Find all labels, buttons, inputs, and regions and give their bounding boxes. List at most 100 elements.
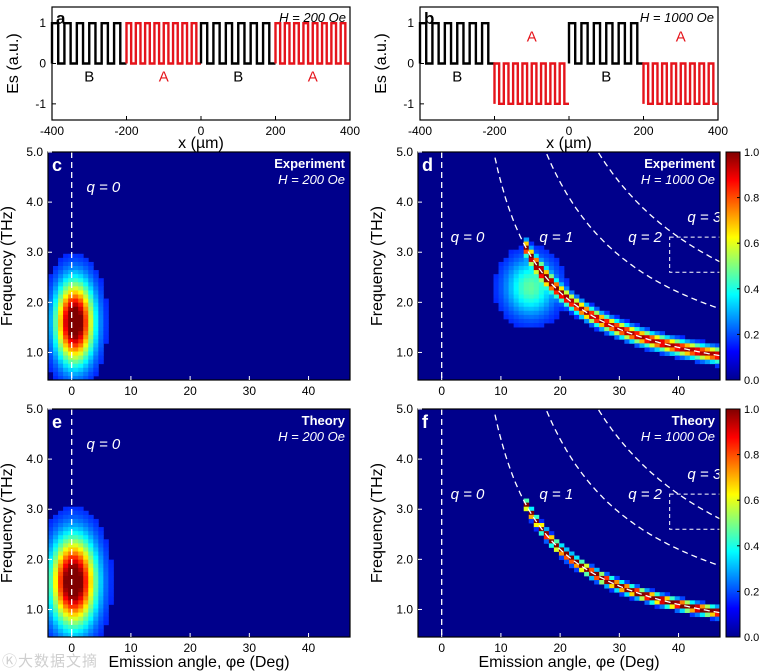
heatmap-cell — [528, 310, 535, 316]
heatmap-cell — [73, 604, 79, 609]
heatmap-cell — [548, 290, 555, 295]
heatmap-cell — [78, 604, 84, 609]
heatmap-cell — [83, 567, 89, 573]
heatmap-cell — [93, 559, 99, 565]
heatmap-cell — [78, 527, 84, 532]
heatmap-cell — [58, 318, 64, 324]
heatmap-cell — [93, 363, 99, 369]
heatmap-cell — [694, 608, 701, 613]
heatmap-cell — [584, 306, 590, 312]
heatmap-cell — [538, 318, 545, 324]
panel-c: q = 0 0 10 20 30 40 1.0 2.0 3.0 4.0 5.0 c Experiment… — [0, 145, 351, 398]
heatmap-cell — [48, 339, 54, 344]
heatmap-cell — [513, 274, 520, 279]
heatmap-cell — [63, 261, 69, 267]
heatmap-cell — [93, 535, 99, 540]
heatmap-cell — [679, 596, 686, 601]
heatmap-cell — [88, 331, 94, 336]
heatmap-cell — [88, 531, 94, 536]
heatmap-cell — [594, 575, 600, 581]
heatmap-cell — [493, 294, 499, 299]
heatmap-cell — [73, 612, 79, 618]
segment-label-a: A — [159, 69, 169, 86]
heatmap-cell — [634, 584, 640, 589]
heatmap-cell — [88, 543, 94, 548]
heatmap-cell — [103, 620, 109, 626]
heatmap-cell — [93, 551, 99, 556]
heatmap-cell — [649, 335, 655, 340]
heatmap-cell — [558, 294, 565, 299]
heatmap-cell — [709, 359, 716, 365]
heatmap-cell — [548, 531, 555, 536]
heatmap-cell — [548, 253, 555, 259]
heatmap-cell — [48, 535, 54, 540]
heatmap-cell — [73, 282, 79, 287]
heatmap-cell — [518, 294, 525, 299]
heatmap-cell — [73, 359, 79, 365]
heatmap-cell — [78, 608, 84, 613]
signal-segment-3 — [199, 21, 276, 65]
heatmap-cell — [93, 286, 99, 291]
heatmap-cell — [533, 306, 540, 312]
heatmap-cell — [83, 339, 89, 344]
heatmap-cell — [694, 600, 701, 605]
heatmap-cell — [73, 510, 79, 516]
heatmap-cell — [68, 359, 74, 365]
heatmap-cell — [63, 632, 69, 638]
heatmap-cell — [563, 282, 570, 287]
heatmap-cell — [679, 355, 686, 361]
heatmap-cell — [68, 270, 74, 275]
heatmap-cell — [78, 363, 84, 369]
heatmap-cell — [88, 294, 94, 299]
heatmap-cell — [548, 261, 555, 267]
heatmap-cell — [503, 290, 509, 295]
heatmap-cell — [48, 298, 54, 304]
heatmap-cell — [543, 282, 550, 287]
heatmap-cell — [518, 310, 525, 316]
heatmap-cell — [533, 266, 540, 271]
y-tick-label: 0 — [39, 57, 46, 71]
heatmap-cell — [533, 318, 540, 324]
heatmap-cell — [78, 298, 84, 304]
heatmap-cell — [73, 331, 79, 336]
heatmap-cell — [73, 306, 79, 312]
heatmap-cells — [48, 506, 114, 638]
signal-segment-1 — [50, 21, 127, 65]
heatmap-cell — [73, 628, 79, 634]
heatmap-cell — [88, 551, 94, 556]
heatmap-cell — [58, 282, 64, 287]
heatmap-cell — [674, 355, 681, 361]
heatmap-cell — [83, 527, 89, 532]
heatmap-cell — [53, 278, 59, 283]
y-tick-label: 1.0 — [396, 602, 413, 616]
heatmap-cell — [684, 343, 691, 348]
heatmap-cell — [88, 632, 94, 638]
panel-f: q = 0 q = 1 q = 2 q = 3 0 10 20 30 40 1.0 2.0 3.0 4.… — [369, 402, 759, 671]
q3-guide-curve — [598, 152, 721, 263]
heatmap-cell — [68, 531, 74, 536]
heatmap-cell — [533, 294, 540, 299]
heatmap-cell — [513, 286, 520, 291]
heatmap-cell — [503, 306, 509, 312]
heatmap-cell — [513, 270, 520, 275]
heatmap-cell — [543, 257, 550, 263]
heatmap-cell — [88, 628, 94, 634]
heatmap-cell — [538, 310, 545, 316]
heatmap-cell — [528, 278, 535, 283]
heatmap-cell — [503, 310, 509, 316]
heatmap-cell — [604, 331, 610, 336]
heatmap-cell — [699, 339, 706, 344]
heatmap-cell — [93, 314, 99, 320]
heatmap-cell — [93, 518, 99, 524]
heatmap-cell — [63, 600, 69, 605]
heatmap-cell — [649, 588, 655, 593]
heatmap-cell — [709, 604, 716, 609]
heatmap-cell — [548, 270, 555, 275]
heatmap-cell — [73, 575, 79, 581]
heatmap-cell — [669, 600, 676, 605]
heatmap-cell — [553, 261, 560, 267]
x-tick-label: 40 — [302, 641, 316, 655]
heatmap-cell — [63, 539, 69, 544]
heatmap-cell — [674, 343, 681, 348]
heatmap-cell — [594, 314, 600, 320]
